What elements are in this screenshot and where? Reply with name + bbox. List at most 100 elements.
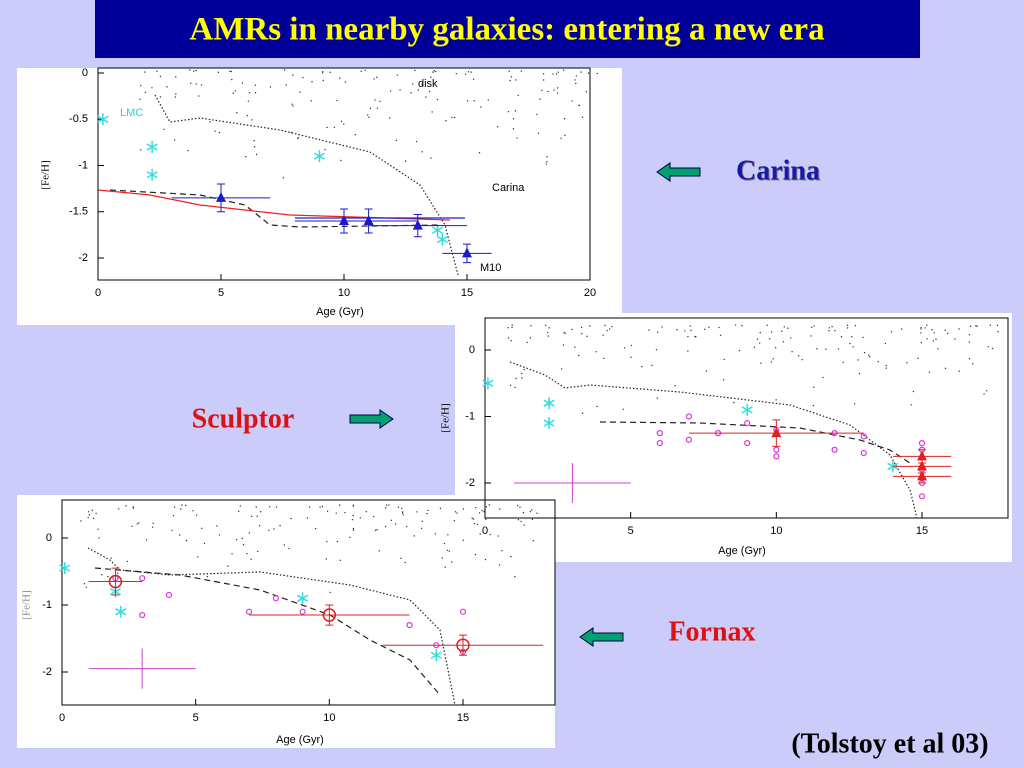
field-star: [772, 358, 774, 360]
field-star: [451, 116, 453, 119]
field-star: [586, 335, 588, 338]
field-star: [564, 134, 566, 137]
field-star: [443, 542, 446, 545]
field-star: [234, 90, 236, 92]
field-star: [364, 69, 366, 71]
field-star: [837, 348, 840, 350]
field-star: [175, 93, 177, 95]
field-star: [687, 335, 689, 338]
field-star: [365, 511, 367, 513]
field-star: [531, 509, 533, 511]
field-star: [132, 507, 134, 509]
field-star: [389, 117, 391, 119]
field-star: [329, 591, 331, 594]
field-star: [719, 334, 722, 336]
field-star: [661, 326, 663, 328]
field-star: [227, 565, 229, 567]
field-star: [790, 337, 792, 339]
field-star: [218, 534, 221, 536]
field-star: [258, 525, 261, 527]
field-star: [517, 504, 519, 507]
field-star: [462, 539, 464, 541]
field-star: [822, 376, 824, 379]
field-star: [349, 536, 351, 539]
field-star: [97, 528, 99, 530]
field-star: [88, 514, 91, 516]
field-star: [991, 347, 994, 350]
field-star: [435, 70, 437, 73]
metallicity-point: [744, 420, 751, 427]
field-star: [321, 505, 324, 508]
field-star: [954, 338, 956, 340]
field-star: [260, 511, 262, 513]
field-star: [236, 112, 238, 114]
y-axis-label: [Fe/H]: [440, 403, 452, 432]
field-star: [151, 526, 154, 528]
field-star: [926, 324, 928, 326]
field-star: [733, 401, 735, 404]
field-star: [395, 139, 398, 142]
field-star: [516, 137, 518, 139]
y-error-bar: [111, 567, 120, 596]
field-star: [322, 70, 324, 73]
field-star: [250, 558, 252, 560]
field-star: [376, 529, 378, 531]
field-star: [575, 82, 577, 85]
y-tick-label: 0: [82, 67, 88, 79]
field-star: [144, 91, 147, 94]
plot-frame: [61, 499, 556, 706]
field-star: [578, 354, 580, 357]
measurement: [456, 638, 470, 652]
star-cluster: [543, 397, 555, 410]
field-star: [378, 550, 380, 552]
field-star: [116, 572, 119, 575]
field-star: [351, 518, 354, 521]
title-box: [95, 0, 920, 58]
field-star: [125, 505, 127, 507]
panel-bg: [17, 495, 555, 748]
field-star: [695, 335, 697, 338]
field-star: [172, 514, 175, 517]
field-star: [611, 325, 613, 328]
field-star: [248, 532, 250, 534]
field-star: [376, 107, 379, 109]
annotation: M10: [480, 262, 501, 274]
field-star: [684, 330, 686, 332]
field-star: [470, 71, 472, 73]
field-star: [969, 325, 972, 328]
field-star: [840, 336, 843, 338]
field-star: [339, 559, 342, 562]
field-star: [195, 514, 198, 516]
field-star: [529, 510, 532, 513]
field-star: [217, 71, 220, 74]
metallicity-point: [656, 440, 663, 447]
field-star: [255, 153, 258, 156]
field-star: [384, 507, 387, 509]
field-star: [376, 76, 378, 79]
field-star: [242, 543, 245, 546]
measurement: [917, 460, 927, 471]
metallicity-point: [272, 595, 279, 602]
star-cluster: [430, 649, 442, 662]
field-star: [326, 126, 328, 129]
field-star: [481, 509, 483, 512]
metallicity-point: [773, 453, 780, 460]
field-star: [917, 357, 919, 359]
field-star: [958, 370, 960, 373]
field-star: [655, 348, 658, 351]
y-tick-label: -2: [78, 252, 88, 264]
field-star: [563, 118, 566, 120]
field-star: [216, 525, 218, 527]
field-star: [241, 82, 244, 84]
field-star: [514, 110, 517, 112]
field-star: [400, 557, 402, 560]
field-star: [473, 99, 475, 102]
field-star: [159, 75, 162, 78]
field-star: [775, 399, 777, 401]
field-star: [484, 558, 487, 561]
star-cluster: [97, 113, 109, 126]
field-star: [290, 517, 292, 520]
field-star: [444, 566, 446, 568]
field-star: [656, 397, 659, 399]
field-star: [931, 329, 933, 331]
